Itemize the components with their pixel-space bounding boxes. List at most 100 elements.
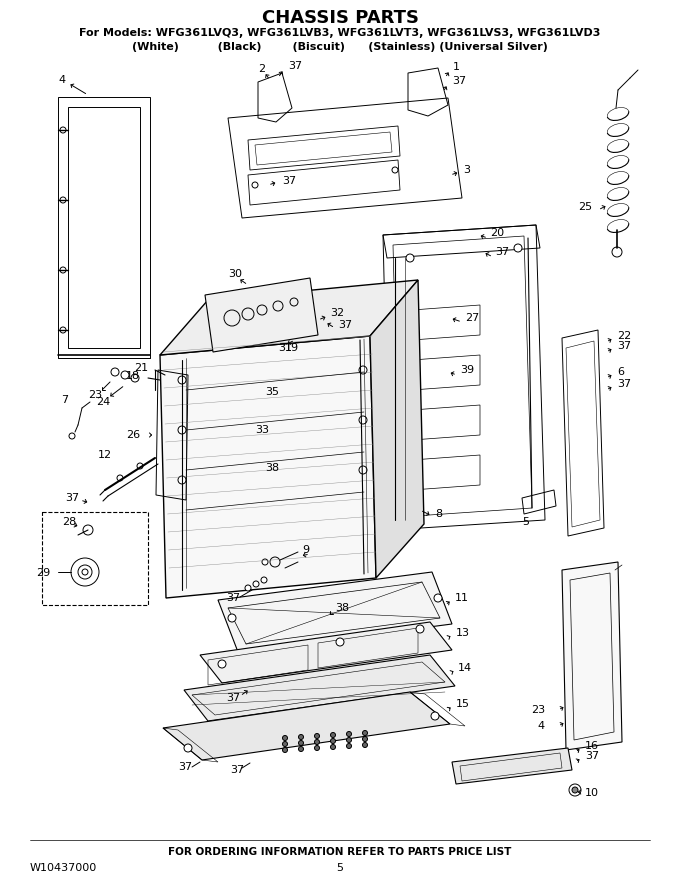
Text: 12: 12: [98, 450, 112, 460]
Circle shape: [262, 559, 268, 565]
Circle shape: [184, 744, 192, 752]
Circle shape: [282, 747, 288, 752]
Circle shape: [111, 368, 119, 376]
Text: 37: 37: [178, 762, 192, 772]
Text: 6: 6: [617, 367, 624, 377]
Text: 11: 11: [455, 593, 469, 603]
Text: W10437000: W10437000: [30, 863, 97, 873]
Circle shape: [359, 416, 367, 424]
Text: 4: 4: [538, 721, 545, 731]
Text: 15: 15: [456, 699, 470, 709]
Circle shape: [137, 463, 143, 469]
Circle shape: [299, 746, 303, 752]
Text: 37: 37: [226, 693, 240, 703]
Circle shape: [416, 625, 424, 633]
Circle shape: [431, 712, 439, 720]
Circle shape: [218, 660, 226, 668]
Circle shape: [69, 433, 75, 439]
Circle shape: [362, 737, 367, 742]
Text: 37: 37: [288, 61, 302, 71]
Circle shape: [83, 525, 93, 535]
Polygon shape: [160, 280, 418, 355]
Text: 37: 37: [617, 379, 631, 389]
Circle shape: [252, 182, 258, 188]
Polygon shape: [200, 622, 452, 683]
Text: 10: 10: [585, 788, 599, 798]
Text: 4: 4: [58, 75, 65, 85]
Text: 16: 16: [585, 741, 599, 751]
Text: 25: 25: [578, 202, 592, 212]
Circle shape: [314, 739, 320, 744]
Circle shape: [60, 267, 66, 273]
Text: 3: 3: [463, 165, 470, 175]
Circle shape: [121, 371, 129, 379]
Text: 29: 29: [36, 568, 50, 578]
Circle shape: [514, 244, 522, 252]
Circle shape: [572, 787, 578, 793]
Circle shape: [60, 327, 66, 333]
Text: 23: 23: [531, 705, 545, 715]
Circle shape: [261, 577, 267, 583]
Text: (White)          (Black)        (Biscuit)      (Stainless) (Universal Silver): (White) (Black) (Biscuit) (Stainless) (U…: [132, 42, 548, 52]
Circle shape: [178, 376, 186, 384]
Text: 39: 39: [460, 365, 474, 375]
Circle shape: [60, 197, 66, 203]
Circle shape: [406, 254, 414, 262]
Polygon shape: [452, 748, 572, 784]
Text: 14: 14: [458, 663, 472, 673]
Text: 8: 8: [435, 509, 442, 519]
Text: 37: 37: [452, 76, 466, 86]
Text: 37: 37: [230, 765, 244, 775]
Circle shape: [336, 638, 344, 646]
Text: 37: 37: [585, 751, 599, 761]
Circle shape: [330, 732, 335, 737]
Text: 38: 38: [265, 463, 279, 473]
Circle shape: [314, 745, 320, 751]
Text: 35: 35: [265, 387, 279, 397]
Polygon shape: [184, 655, 455, 721]
Circle shape: [253, 581, 259, 587]
Circle shape: [434, 594, 442, 602]
Polygon shape: [218, 572, 452, 652]
Text: CHASSIS PARTS: CHASSIS PARTS: [262, 9, 418, 27]
Text: 37: 37: [65, 493, 79, 503]
Text: 18: 18: [126, 371, 140, 381]
Text: 28: 28: [62, 517, 76, 527]
Circle shape: [330, 738, 335, 744]
Polygon shape: [160, 336, 376, 598]
Polygon shape: [370, 280, 424, 578]
Text: 24: 24: [96, 397, 110, 407]
Circle shape: [359, 366, 367, 374]
Circle shape: [347, 737, 352, 743]
Text: 5: 5: [522, 517, 529, 527]
Text: 30: 30: [228, 269, 242, 279]
Text: 7: 7: [61, 395, 68, 405]
Circle shape: [117, 475, 123, 481]
Text: 38: 38: [335, 603, 349, 613]
Text: FOR ORDERING INFORMATION REFER TO PARTS PRICE LIST: FOR ORDERING INFORMATION REFER TO PARTS …: [169, 847, 511, 857]
Text: 37: 37: [338, 320, 352, 330]
Text: 26: 26: [126, 430, 140, 440]
Text: 22: 22: [617, 331, 631, 341]
Text: 31: 31: [278, 343, 292, 353]
Circle shape: [82, 569, 88, 575]
Circle shape: [347, 744, 352, 749]
Text: 37: 37: [282, 176, 296, 186]
Circle shape: [362, 743, 367, 747]
Text: 37: 37: [617, 341, 631, 351]
Circle shape: [362, 730, 367, 736]
Text: 2: 2: [258, 64, 265, 74]
Polygon shape: [562, 562, 622, 750]
Text: 19: 19: [285, 343, 299, 353]
Circle shape: [569, 784, 581, 796]
Circle shape: [299, 740, 303, 745]
Text: 1: 1: [453, 62, 460, 72]
Text: 13: 13: [456, 628, 470, 638]
Circle shape: [228, 614, 236, 622]
Text: 5: 5: [337, 863, 343, 873]
Circle shape: [347, 731, 352, 737]
Circle shape: [245, 585, 251, 591]
Circle shape: [60, 127, 66, 133]
Circle shape: [282, 736, 288, 740]
Circle shape: [359, 466, 367, 474]
